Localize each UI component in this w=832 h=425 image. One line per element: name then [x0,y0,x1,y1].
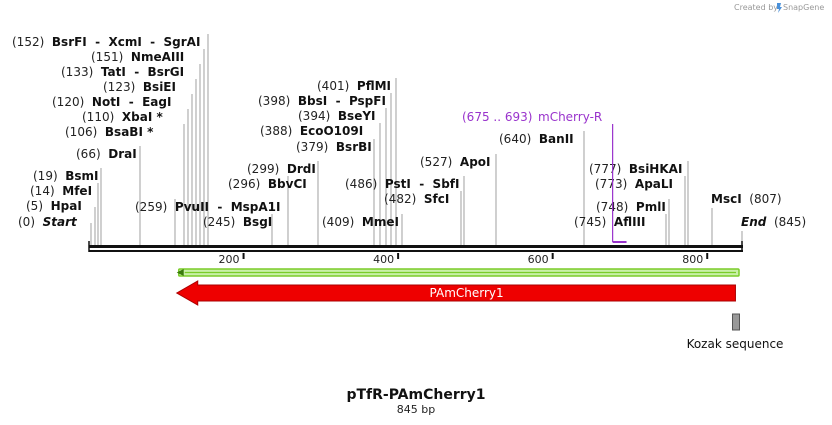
bp-ruler: 200 400 600 800 [219,253,709,266]
site-bsihkai[interactable]: (777) BsiHKAI [589,162,682,176]
site-hpai[interactable]: (5) HpaI [26,199,82,213]
site-label: (745) AflIII [574,215,645,229]
primer-name: mCherry-R [538,110,602,124]
site-tati[interactable]: (133) TatI - BsrGI [61,65,184,79]
site-label: (640) BanII [499,132,574,146]
feature-arrow[interactable] [175,280,736,306]
site-psti[interactable]: (486) PstI - SbfI [345,177,459,191]
site-bsrbi[interactable]: (379) BsrBI [296,140,372,154]
site-banii[interactable]: (640) BanII [499,132,574,146]
site-mmei[interactable]: (409) MmeI [322,215,399,229]
site-label: (401) PflMI [317,79,391,93]
site-pflmi[interactable]: (401) PflMI [317,79,391,93]
site-label: (777) BsiHKAI [589,162,682,176]
site-label: MscI (807) [711,192,782,206]
site-label: (14) MfeI [30,184,92,198]
site-bsabi[interactable]: (106) BsaBI * [65,125,154,139]
site-drdi[interactable]: (299) DrdI [247,162,316,176]
site-label: (245) BsgI [203,215,272,229]
site-label: (482) SfcI [384,192,449,206]
site-labels: (0) Start (5) HpaI(14) MfeI(19) BsmI (66) … [12,35,806,229]
site-label: (299) DrdI [247,162,316,176]
site-label: End (845) [741,215,806,229]
site-start[interactable]: (0) Start [18,215,78,229]
orf-arrowhead-icon [176,269,184,276]
orf-arrow[interactable] [176,268,740,277]
feature-kozak[interactable]: Kozak sequence [687,313,784,351]
site-end[interactable]: End (845) [741,215,806,229]
kozak-label: Kozak sequence [687,337,784,351]
primer-position: (675 .. 693) [462,110,532,124]
site-ecoo109i[interactable]: (388) EcoO109I [260,124,363,138]
credit-prefix: Created by [734,3,778,12]
site-apali[interactable]: (773) ApaLI [595,177,673,191]
site-label: (5) HpaI [26,199,82,213]
site-bseyi[interactable]: (394) BseYI [298,109,376,123]
site-bsrfi[interactable]: (152) BsrFI - XcmI - SgrAI [12,35,200,49]
site-nmeaiii[interactable]: (151) NmeAIII [91,50,184,64]
site-msci[interactable]: MscI (807) [711,192,782,206]
site-label: (0) Start [18,215,78,229]
ruler-label: 600 [528,253,549,266]
site-label: (379) BsrBI [296,140,372,154]
feature-pamcherry1[interactable]: PAmCherry1 [175,280,736,306]
site-label: (773) ApaLI [595,177,673,191]
site-pmli[interactable]: (748) PmlI [596,200,666,214]
ruler-label: 800 [682,253,703,266]
site-bbvci[interactable]: (296) BbvCI [228,177,307,191]
site-label: (409) MmeI [322,215,399,229]
snapgene-logo-icon [777,3,782,13]
site-sfci[interactable]: (482) SfcI [384,192,449,206]
site-label: (120) NotI - EagI [52,95,171,109]
site-label: (152) BsrFI - XcmI - SgrAI [12,35,200,49]
site-noti[interactable]: (120) NotI - EagI [52,95,171,109]
credit-brand: SnapGene [783,3,824,12]
site-label: (123) BsiEI [103,80,176,94]
snapgene-credit: Created by SnapGene [734,3,824,13]
dna-backbone [88,241,743,252]
site-bsgi[interactable]: (245) BsgI [203,215,272,229]
site-apoi[interactable]: (527) ApoI [420,155,491,169]
site-label: (748) PmlI [596,200,666,214]
site-pvuii[interactable]: (259) PvuII - MspA1I [135,200,280,214]
site-bsiei[interactable]: (123) BsiEI [103,80,176,94]
map-length: 845 bp [397,403,435,416]
site-label: (398) BbsI - PspFI [258,94,386,108]
site-label: (527) ApoI [420,155,491,169]
feature-label: PAmCherry1 [430,286,504,300]
kozak-box[interactable] [731,313,740,331]
site-drai[interactable]: (66) DraI [76,147,137,161]
site-label: (394) BseYI [298,109,376,123]
site-label: (19) BsmI [33,169,99,183]
site-afliii[interactable]: (745) AflIII [574,215,645,229]
site-label: (259) PvuII - MspA1I [135,200,280,214]
ruler-label: 400 [373,253,394,266]
site-label: (486) PstI - SbfI [345,177,459,191]
site-label: (296) BbvCI [228,177,307,191]
site-xbai[interactable]: (110) XbaI * [82,110,163,124]
primer-mcherry-r[interactable]: (675 .. 693) mCherry-R [462,110,627,243]
site-bbsi[interactable]: (398) BbsI - PspFI [258,94,386,108]
site-label: (110) XbaI * [82,110,163,124]
site-mfei[interactable]: (14) MfeI [30,184,92,198]
leader-lines [90,34,743,245]
site-label: (106) BsaBI * [65,125,154,139]
site-label: (66) DraI [76,147,137,161]
site-label: (151) NmeAIII [91,50,184,64]
site-bsmi[interactable]: (19) BsmI [33,169,99,183]
site-label: (133) TatI - BsrGI [61,65,184,79]
map-title: pTfR-PAmCherry1 [346,387,485,403]
ruler-label: 200 [219,253,240,266]
site-label: (388) EcoO109I [260,124,363,138]
